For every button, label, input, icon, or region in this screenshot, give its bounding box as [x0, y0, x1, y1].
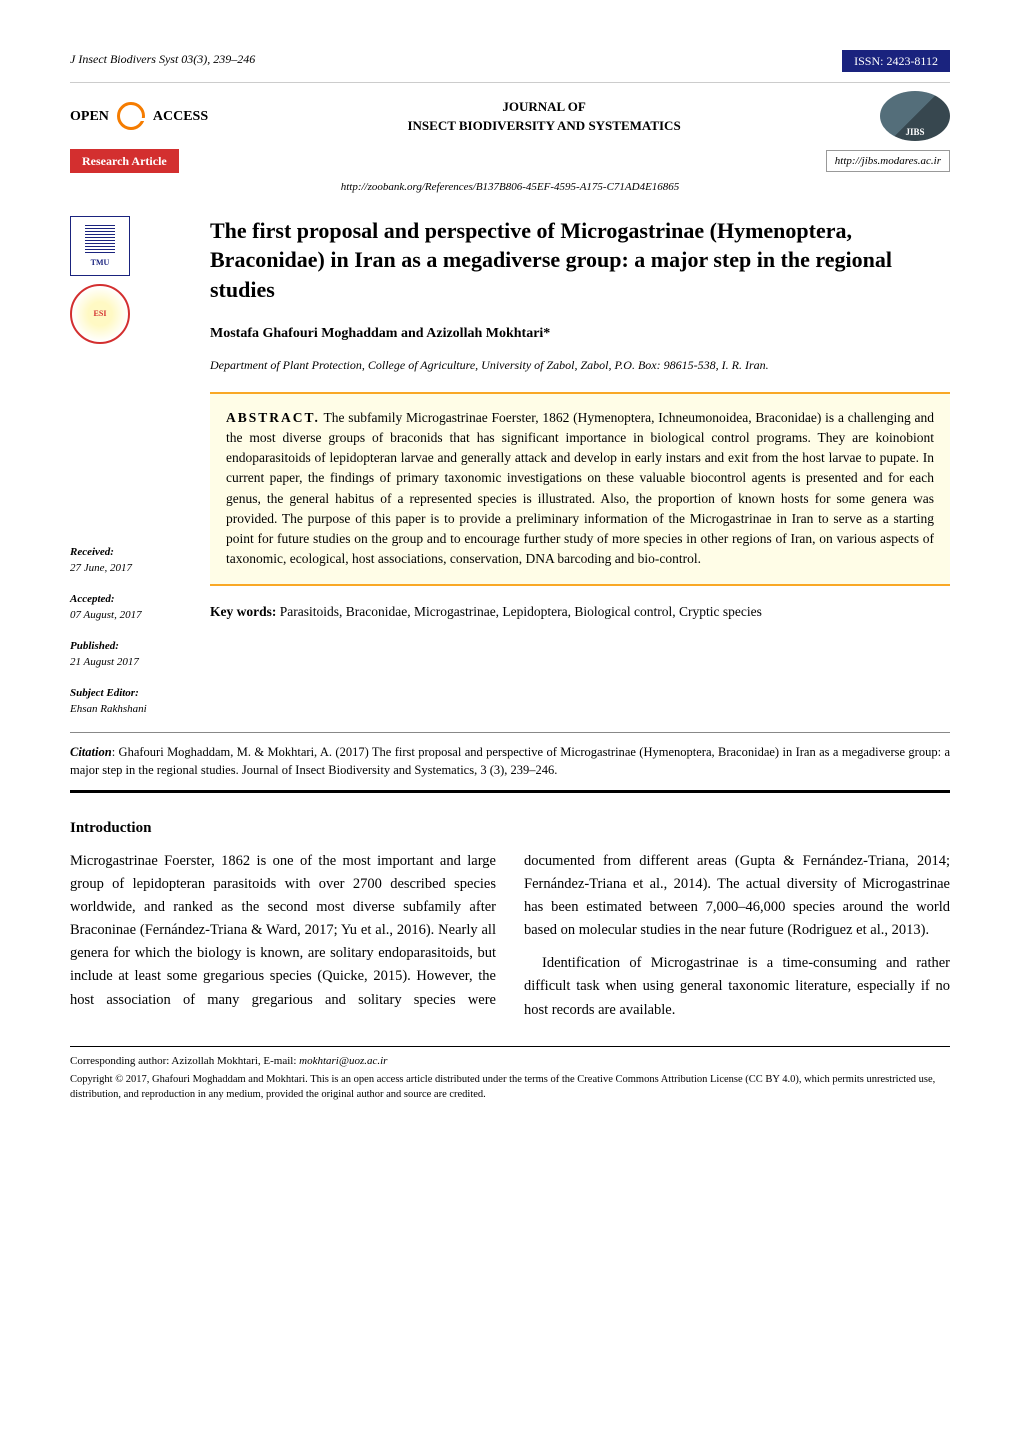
- authors: Mostafa Ghafouri Moghaddam and Azizollah…: [210, 323, 950, 344]
- citation-text: : Ghafouri Moghaddam, M. & Mokhtari, A. …: [70, 745, 950, 778]
- journal-title: JOURNAL OF INSECT BIODIVERSITY AND SYSTE…: [208, 97, 880, 136]
- citation-label: Citation: [70, 745, 112, 759]
- intro-columns: Microgastrinae Foerster, 1862 is one of …: [70, 850, 950, 1022]
- corresponding-text: Corresponding author: Azizollah Mokhtari…: [70, 1055, 299, 1067]
- editor-block: Subject Editor: Ehsan Rakhshani: [70, 685, 190, 718]
- access-label: ACCESS: [153, 106, 208, 127]
- article-body: The first proposal and perspective of Mi…: [210, 216, 950, 732]
- abstract-label: ABSTRACT.: [226, 410, 320, 425]
- citation-box: Citation: Ghafouri Moghaddam, M. & Mokht…: [70, 732, 950, 794]
- zoobank-url[interactable]: http://zoobank.org/References/B137B806-4…: [70, 179, 950, 196]
- footer: Corresponding author: Azizollah Mokhtari…: [70, 1046, 950, 1103]
- intro-p2: Identification of Microgastrinae is a ti…: [524, 952, 950, 1022]
- sidebar-logos: TMU ESI: [70, 216, 190, 344]
- research-bar: Research Article http://jibs.modares.ac.…: [70, 149, 950, 173]
- keywords-label: Key words:: [210, 604, 276, 619]
- keywords: Key words: Parasitoids, Braconidae, Micr…: [210, 602, 950, 622]
- sidebar: TMU ESI Received: 27 June, 2017 Accepted…: [70, 216, 190, 732]
- esi-text: ESI: [94, 308, 107, 320]
- tmu-logo: TMU: [70, 216, 130, 276]
- keywords-text: Parasitoids, Braconidae, Microgastrinae,…: [276, 604, 762, 619]
- corresponding-author: Corresponding author: Azizollah Mokhtari…: [70, 1053, 950, 1070]
- research-article-label: Research Article: [70, 149, 179, 173]
- top-bar: J Insect Biodivers Syst 03(3), 239–246 I…: [70, 50, 950, 72]
- journal-url[interactable]: http://jibs.modares.ac.ir: [826, 150, 950, 173]
- jibs-logo: JIBS: [880, 91, 950, 141]
- open-label: OPEN: [70, 106, 109, 127]
- issn: ISSN: 2423-8112: [842, 50, 950, 72]
- open-access-icon: [117, 102, 145, 130]
- jibs-text: JIBS: [905, 126, 924, 140]
- journal-ref: J Insect Biodivers Syst 03(3), 239–246: [70, 50, 255, 72]
- tmu-text: TMU: [91, 257, 110, 269]
- journal-line1: JOURNAL OF: [208, 97, 880, 117]
- header-row: OPEN ACCESS JOURNAL OF INSECT BIODIVERSI…: [70, 82, 950, 149]
- published-block: Published: 21 August 2017: [70, 638, 190, 671]
- abstract-box: ABSTRACT. The subfamily Microgastrinae F…: [210, 392, 950, 586]
- accepted-label: Accepted:: [70, 591, 190, 608]
- main-content: TMU ESI Received: 27 June, 2017 Accepted…: [70, 216, 950, 732]
- editor-value: Ehsan Rakhshani: [70, 701, 190, 718]
- intro-heading: Introduction: [70, 817, 950, 840]
- accepted-block: Accepted: 07 August, 2017: [70, 591, 190, 624]
- esi-logo: ESI: [70, 284, 130, 344]
- copyright: Copyright © 2017, Ghafouri Moghaddam and…: [70, 1073, 950, 1102]
- received-label: Received:: [70, 544, 190, 561]
- received-block: Received: 27 June, 2017: [70, 544, 190, 577]
- abstract-text: The subfamily Microgastrinae Foerster, 1…: [226, 410, 934, 567]
- affiliation: Department of Plant Protection, College …: [210, 356, 950, 374]
- article-title: The first proposal and perspective of Mi…: [210, 216, 950, 305]
- editor-label: Subject Editor:: [70, 685, 190, 702]
- received-value: 27 June, 2017: [70, 560, 190, 577]
- published-label: Published:: [70, 638, 190, 655]
- corresponding-email[interactable]: mokhtari@uoz.ac.ir: [299, 1055, 387, 1067]
- journal-line2: INSECT BIODIVERSITY AND SYSTEMATICS: [208, 116, 880, 136]
- published-value: 21 August 2017: [70, 654, 190, 671]
- accepted-value: 07 August, 2017: [70, 607, 190, 624]
- open-access-badge: OPEN ACCESS: [70, 102, 208, 130]
